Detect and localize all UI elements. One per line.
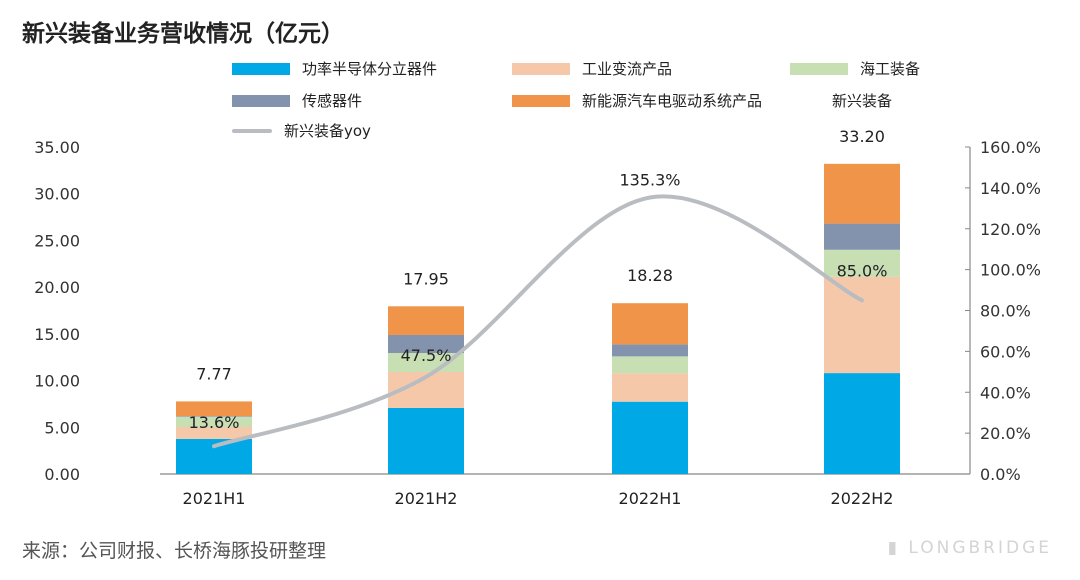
left-tick-label: 35.00 <box>34 138 80 157</box>
right-tick-label: 120.0% <box>980 220 1041 239</box>
bar-segment <box>824 373 900 474</box>
legend-label: 新能源汽车电驱动系统产品 <box>582 92 763 110</box>
legend-item: 工业变流产品 <box>512 58 672 79</box>
legend-label: 新兴装备yoy <box>284 122 371 140</box>
legend-item: 功率半导体分立器件 <box>232 58 437 79</box>
legend-label: 海工装备 <box>860 60 921 78</box>
legend-swatch <box>512 94 570 107</box>
bar-segment <box>612 356 688 374</box>
left-tick-label: 15.00 <box>34 325 80 344</box>
bar-segment <box>176 401 252 417</box>
longbridge-logo: ▮ LONGBRIDGE <box>887 538 1052 558</box>
right-tick-label: 160.0% <box>980 138 1041 157</box>
legend-swatch <box>232 62 290 75</box>
bar-segment <box>388 334 464 354</box>
right-tick-label: 140.0% <box>980 179 1041 198</box>
right-tick-label: 40.0% <box>980 383 1031 402</box>
bar-segment <box>388 306 464 335</box>
legend-line <box>232 128 272 133</box>
x-tick-label: 2022H2 <box>831 489 894 508</box>
bar-segment <box>824 249 900 277</box>
right-tick-label: 100.0% <box>980 261 1041 280</box>
legend-item: 新能源汽车电驱动系统产品 <box>512 90 762 111</box>
legend-label: 传感器件 <box>302 92 363 110</box>
chart-title: 新兴装备业务营收情况（亿元） <box>22 21 344 47</box>
yoy-label: 85.0% <box>837 261 888 280</box>
yoy-label: 47.5% <box>401 346 452 365</box>
legend-item: 新兴装备yoy <box>232 120 371 141</box>
yoy-label: 135.3% <box>619 170 680 189</box>
legend-label: 工业变流产品 <box>582 60 673 78</box>
total-label: 33.20 <box>839 127 885 146</box>
right-tick-label: 80.0% <box>980 302 1031 321</box>
total-label: 18.28 <box>627 266 673 285</box>
total-label: 7.77 <box>196 364 232 383</box>
bar-segment <box>612 373 688 402</box>
x-tick-label: 2021H2 <box>395 489 458 508</box>
left-tick-label: 0.00 <box>44 465 80 484</box>
x-tick-label: 2021H1 <box>183 489 246 508</box>
total-label: 17.95 <box>403 269 449 288</box>
bar-segment <box>176 427 252 439</box>
bar-segment <box>824 163 900 224</box>
x-tick-label: 2022H1 <box>619 489 682 508</box>
bar-segment <box>176 416 252 417</box>
left-tick-label: 10.00 <box>34 372 80 391</box>
right-tick-label: 0.0% <box>980 465 1021 484</box>
legend-label: 功率半导体分立器件 <box>302 60 438 78</box>
legend-item: 海工装备 <box>790 58 920 79</box>
bar-segment <box>824 223 900 250</box>
left-tick-label: 25.00 <box>34 231 80 250</box>
bar-segment <box>612 303 688 345</box>
source-note: 来源：公司财报、长桥海豚投研整理 <box>22 540 327 562</box>
yoy-line <box>212 194 864 449</box>
legend-item: 传感器件 <box>232 90 362 111</box>
bar-segment <box>824 276 900 374</box>
bar-segment <box>612 401 688 474</box>
right-tick-label: 20.0% <box>980 424 1031 443</box>
legend-swatch <box>512 62 570 75</box>
legend-swatch <box>790 62 848 75</box>
left-tick-label: 5.00 <box>44 418 80 437</box>
bar-segment <box>388 407 464 474</box>
left-tick-label: 20.00 <box>34 278 80 297</box>
legend-swatch <box>232 94 290 107</box>
bar-segment <box>176 416 252 428</box>
bar-segment <box>612 344 688 357</box>
right-tick-label: 60.0% <box>980 342 1031 361</box>
left-tick-label: 30.00 <box>34 185 80 204</box>
yoy-label: 13.6% <box>189 413 240 432</box>
legend-label: 新兴装备 <box>832 92 893 110</box>
legend-item: 新兴装备 <box>832 90 892 111</box>
bar-segment <box>388 353 464 372</box>
